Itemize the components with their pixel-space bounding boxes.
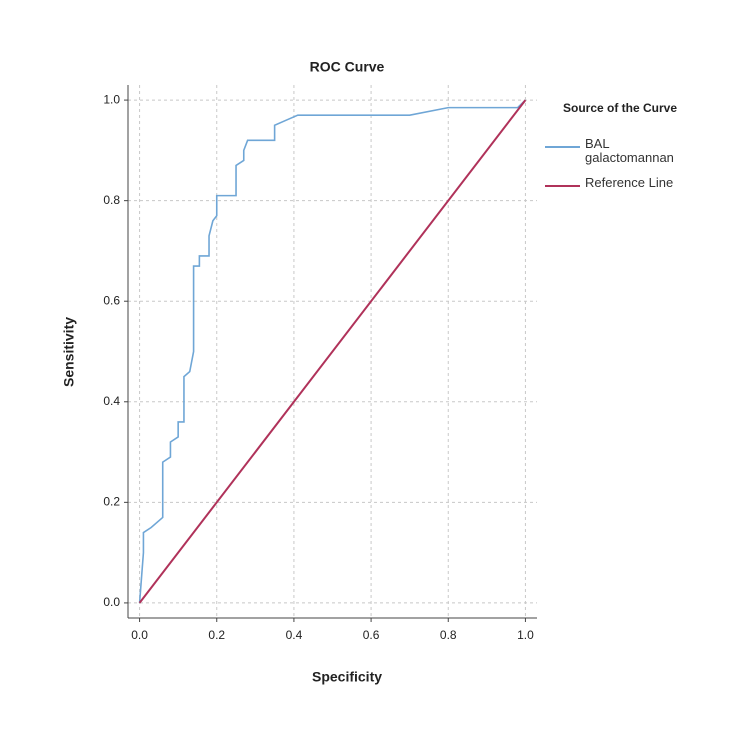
y-axis-label: Sensitivity	[61, 317, 77, 387]
y-tick-label: 1.0	[103, 92, 120, 106]
legend-label: Reference Line	[585, 176, 674, 190]
legend-item: BAL galactomannan	[585, 137, 674, 165]
data-line	[138, 99, 526, 603]
x-tick-label: 0.8	[440, 628, 457, 642]
y-tick-label: 0.6	[103, 293, 120, 307]
x-tick-label: 0.4	[286, 628, 303, 642]
y-tick-label: 0.2	[103, 495, 120, 509]
chart-title: ROC Curve	[310, 59, 385, 75]
data-line	[138, 99, 527, 604]
x-tick-label: 0.2	[208, 628, 225, 642]
x-axis-label: Specificity	[312, 669, 382, 685]
x-tick-label: 0.6	[363, 628, 380, 642]
x-tick-label: 0.0	[131, 628, 148, 642]
x-tick-label: 1.0	[517, 628, 534, 642]
y-tick-label: 0.0	[103, 595, 120, 609]
legend-label: BAL galactomannan	[585, 137, 674, 165]
legend-title: Source of the Curve	[563, 101, 677, 115]
y-tick-label: 0.4	[103, 394, 120, 408]
y-tick-label: 0.8	[103, 193, 120, 207]
legend-item: Reference Line	[585, 176, 674, 190]
